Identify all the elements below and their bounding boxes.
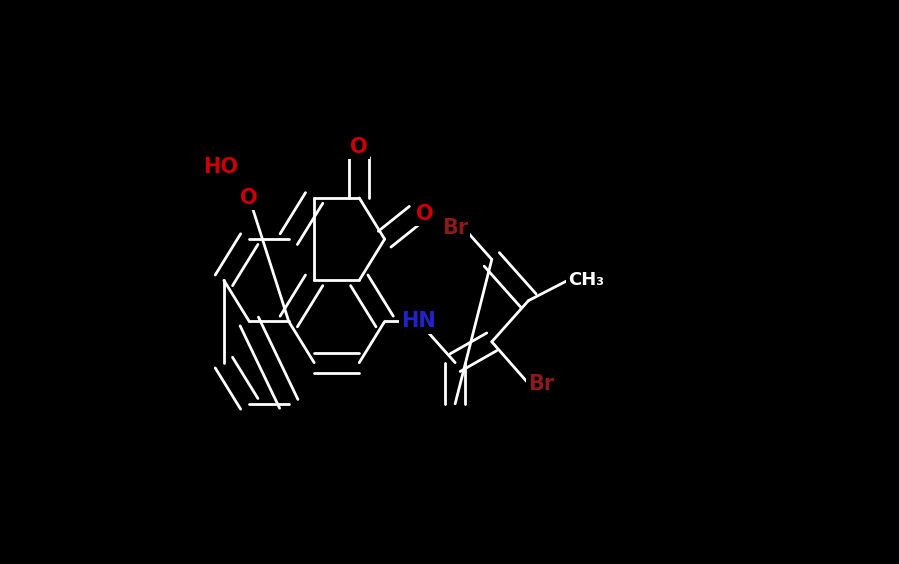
Text: HO: HO (203, 157, 238, 177)
Text: CH₃: CH₃ (568, 271, 604, 289)
Text: O: O (351, 137, 368, 157)
Text: Br: Br (442, 218, 468, 238)
Text: O: O (415, 204, 433, 224)
Text: Br: Br (529, 373, 555, 394)
Text: HN: HN (401, 311, 436, 332)
Text: O: O (240, 188, 258, 208)
